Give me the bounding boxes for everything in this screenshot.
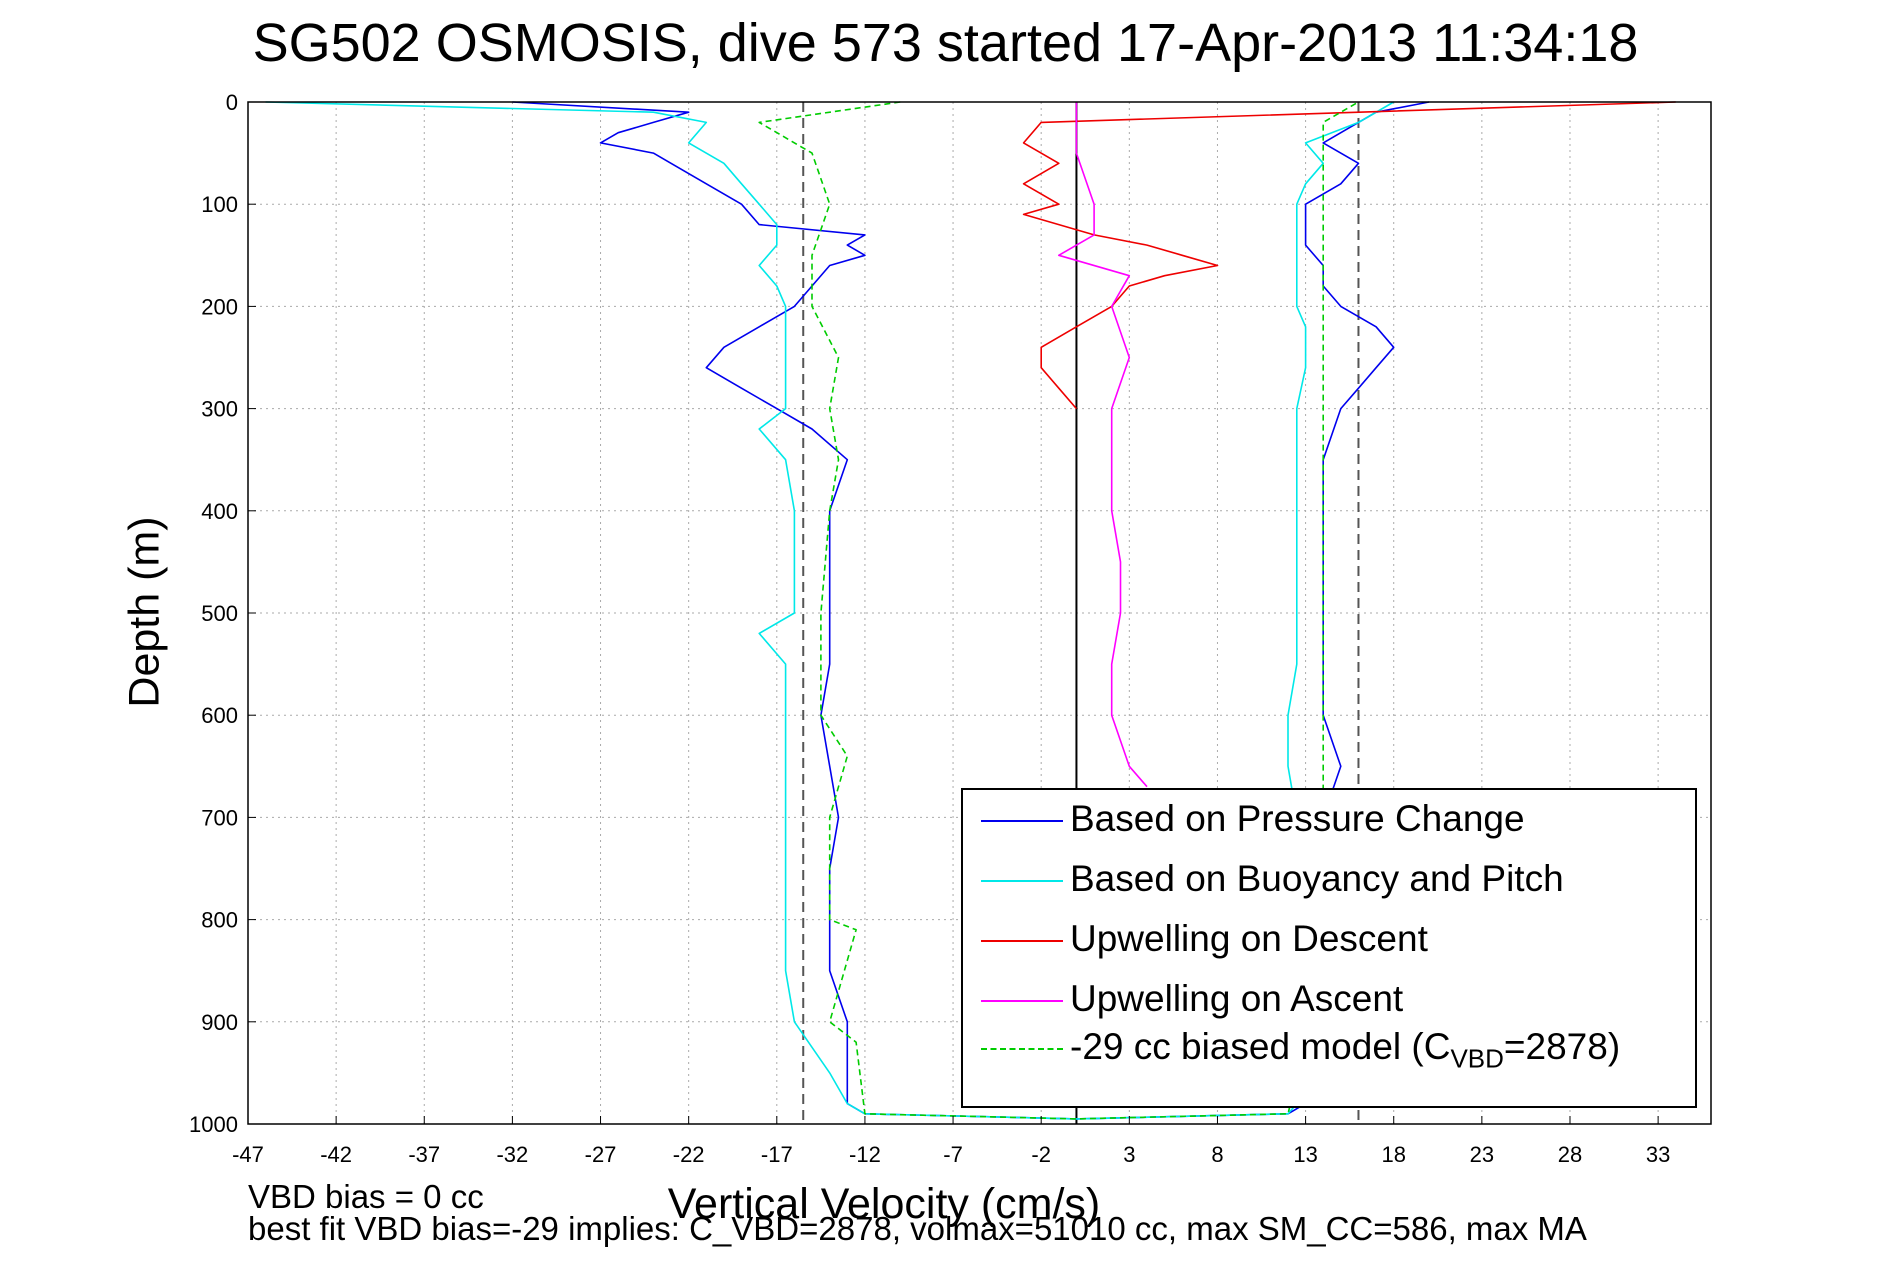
x-tick-label: 33 bbox=[1646, 1142, 1670, 1167]
y-tick-label: 300 bbox=[201, 397, 238, 422]
legend-label-model: -29 cc biased model (CVBD=2878) bbox=[1070, 1026, 1620, 1074]
series-lines bbox=[265, 101, 1676, 1120]
legend-label-buoyancy: Based on Buoyancy and Pitch bbox=[1070, 858, 1564, 899]
legend-swatch-buoyancy bbox=[981, 880, 1063, 882]
series-line-2 bbox=[1022, 101, 1676, 410]
legend-item-ascent: Upwelling on Ascent bbox=[963, 974, 1695, 1026]
y-tick-label: 700 bbox=[201, 805, 238, 830]
x-tick-label: -7 bbox=[943, 1142, 963, 1167]
legend-label-ascent: Upwelling on Ascent bbox=[1070, 978, 1404, 1019]
legend-item-descent: Upwelling on Descent bbox=[963, 914, 1695, 966]
legend-item-buoyancy: Based on Buoyancy and Pitch bbox=[963, 854, 1695, 906]
x-tick-label: 13 bbox=[1293, 1142, 1317, 1167]
y-tick-label: 0 bbox=[226, 90, 238, 115]
x-tick-label: -12 bbox=[849, 1142, 881, 1167]
x-tick-label: 18 bbox=[1381, 1142, 1405, 1167]
series-line-4 bbox=[758, 101, 1359, 1120]
series-line-1 bbox=[265, 101, 1395, 1120]
y-tick-label: 600 bbox=[201, 703, 238, 728]
x-tick-label: -2 bbox=[1031, 1142, 1051, 1167]
legend-item-pressure: Based on Pressure Change bbox=[963, 794, 1695, 846]
x-tick-label: -37 bbox=[408, 1142, 440, 1167]
x-tick-label: 28 bbox=[1558, 1142, 1582, 1167]
y-tick-label: 100 bbox=[201, 192, 238, 217]
chart-title: SG502 OSMOSIS, dive 573 started 17-Apr-2… bbox=[252, 13, 1639, 73]
best-fit-note: best fit VBD bias=-29 implies: C_VBD=287… bbox=[248, 1210, 1587, 1247]
legend-label-model-main: -29 cc biased model (C bbox=[1070, 1026, 1451, 1067]
y-tick-label: 800 bbox=[201, 908, 238, 933]
legend-label-model-sub: VBD bbox=[1450, 1043, 1504, 1074]
x-tick-label: -27 bbox=[585, 1142, 617, 1167]
legend-swatch-ascent bbox=[981, 1000, 1063, 1002]
legend-swatch-model bbox=[981, 1048, 1063, 1050]
x-tick-label: 3 bbox=[1123, 1142, 1135, 1167]
y-axis-label: Depth (m) bbox=[120, 516, 169, 708]
x-axis-label: Vertical Velocity (cm/s) bbox=[667, 1180, 1101, 1228]
y-tick-label: 900 bbox=[201, 1010, 238, 1035]
series-line-3 bbox=[1058, 102, 1148, 788]
vbd-bias-note: VBD bias = 0 cc bbox=[248, 1178, 484, 1215]
legend-swatch-descent bbox=[981, 940, 1063, 942]
x-tick-label: -22 bbox=[673, 1142, 705, 1167]
legend-item-model: -29 cc biased model (CVBD=2878) bbox=[963, 1022, 1695, 1074]
legend: Based on Pressure Change Based on Buoyan… bbox=[961, 788, 1697, 1108]
x-tick-label: -47 bbox=[232, 1142, 264, 1167]
y-tick-label: 400 bbox=[201, 499, 238, 524]
x-tick-label: 8 bbox=[1211, 1142, 1223, 1167]
x-tick-label: 23 bbox=[1470, 1142, 1494, 1167]
legend-swatch-pressure bbox=[981, 820, 1063, 822]
axis-ticks: -47 -42 -37 -32 -27 -22 -17 -12 -7 -2 3 8 13 18 23 28 33… bbox=[189, 90, 1670, 1167]
y-tick-label: 1000 bbox=[189, 1112, 238, 1137]
legend-label-pressure: Based on Pressure Change bbox=[1070, 798, 1525, 839]
x-tick-label: -17 bbox=[761, 1142, 793, 1167]
y-tick-label: 500 bbox=[201, 601, 238, 626]
x-tick-label: -32 bbox=[496, 1142, 528, 1167]
y-tick-label: 200 bbox=[201, 294, 238, 319]
legend-label-model-tail: =2878) bbox=[1503, 1026, 1621, 1067]
legend-label-descent: Upwelling on Descent bbox=[1070, 918, 1428, 959]
x-tick-label: -42 bbox=[320, 1142, 352, 1167]
